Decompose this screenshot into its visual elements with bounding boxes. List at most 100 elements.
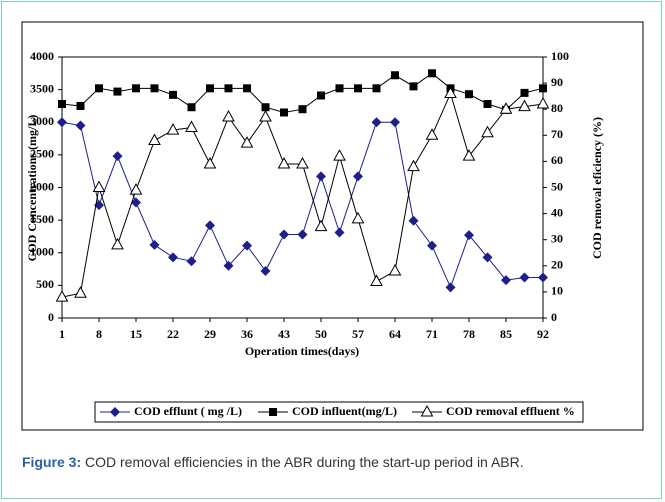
point	[520, 88, 529, 97]
point	[425, 128, 439, 140]
point	[131, 197, 141, 208]
y-tick-label: 2000	[30, 179, 54, 193]
x-tick-label: 29	[204, 327, 216, 341]
point	[427, 240, 437, 251]
point	[279, 229, 289, 240]
y-tick-label: 3000	[30, 114, 54, 128]
point	[351, 211, 365, 224]
y2-tick-label: 90	[551, 75, 563, 89]
legend-marker	[110, 407, 120, 417]
point	[444, 86, 457, 99]
point	[296, 156, 309, 169]
point	[95, 84, 103, 93]
point	[372, 84, 381, 93]
point	[243, 84, 251, 93]
point	[224, 84, 233, 93]
x-tick-label: 85	[500, 327, 512, 341]
x-tick-label: 50	[315, 327, 327, 341]
point	[499, 102, 513, 114]
point	[129, 183, 143, 195]
point	[111, 237, 124, 250]
point	[335, 84, 344, 93]
point	[464, 230, 474, 241]
x-tick-label: 36	[241, 327, 253, 341]
point	[168, 252, 178, 263]
point	[55, 290, 69, 302]
point	[536, 96, 550, 109]
y-tick-label: 1500	[30, 212, 54, 226]
point	[150, 84, 159, 93]
point	[317, 91, 325, 100]
chart-border	[21, 21, 644, 431]
point	[280, 108, 288, 117]
y2-tick-label: 80	[551, 101, 563, 115]
point	[371, 117, 382, 128]
point	[92, 180, 106, 192]
y2-axis-label: COD removal eficiency (%)	[590, 117, 604, 259]
x-tick-label: 1	[59, 327, 65, 341]
point	[240, 136, 254, 148]
series-line	[61, 92, 544, 298]
point	[501, 275, 511, 286]
point	[538, 272, 548, 283]
point	[314, 219, 328, 232]
y-tick-label: 0	[48, 310, 54, 324]
point	[391, 71, 399, 80]
point	[205, 220, 215, 231]
point	[445, 282, 456, 293]
point	[223, 260, 234, 271]
point	[277, 156, 291, 169]
point	[334, 227, 345, 238]
x-tick-label: 43	[278, 327, 290, 341]
point	[169, 90, 177, 99]
point	[408, 215, 419, 226]
point	[261, 103, 270, 112]
point	[409, 82, 418, 91]
y2-tick-label: 20	[551, 258, 563, 272]
y-tick-label: 2500	[30, 147, 54, 161]
point	[57, 117, 67, 128]
x-tick-label: 15	[130, 327, 142, 341]
y2-tick-label: 0	[551, 310, 557, 324]
point	[74, 286, 87, 298]
point	[166, 123, 180, 135]
caption: Figure 3: COD removal efficiencies in th…	[22, 452, 647, 472]
point	[483, 99, 492, 108]
point	[185, 120, 198, 132]
y-tick-label: 4000	[30, 49, 54, 63]
point	[187, 103, 196, 112]
legend-marker	[420, 404, 434, 417]
x-tick-label: 8	[96, 327, 102, 341]
point	[353, 171, 363, 182]
point	[370, 274, 383, 286]
point	[112, 151, 123, 162]
point	[518, 99, 531, 112]
y2-tick-label: 60	[551, 153, 563, 167]
x-tick-label: 57	[352, 327, 364, 341]
x-tick-label: 64	[389, 327, 401, 341]
point	[206, 84, 214, 93]
point	[75, 120, 86, 131]
point	[482, 252, 493, 263]
point	[222, 109, 235, 122]
point	[298, 105, 307, 114]
x-tick-label: 78	[463, 327, 475, 341]
point	[297, 229, 308, 240]
point	[76, 101, 85, 110]
point	[58, 99, 66, 108]
point	[259, 109, 272, 122]
x-tick-label: 71	[426, 327, 438, 341]
y2-tick-label: 50	[551, 179, 563, 193]
caption-label: Figure 3:	[22, 454, 82, 470]
point	[388, 263, 402, 276]
point	[407, 159, 420, 172]
x-tick-label: 22	[167, 327, 179, 341]
y2-tick-label: 70	[551, 127, 563, 141]
point	[260, 266, 271, 277]
legend-label: COD influent(mg/L)	[292, 404, 397, 418]
chart: Operation times(days) COD Concentrations…	[21, 21, 644, 431]
point	[465, 90, 473, 99]
legend-box	[94, 401, 584, 423]
